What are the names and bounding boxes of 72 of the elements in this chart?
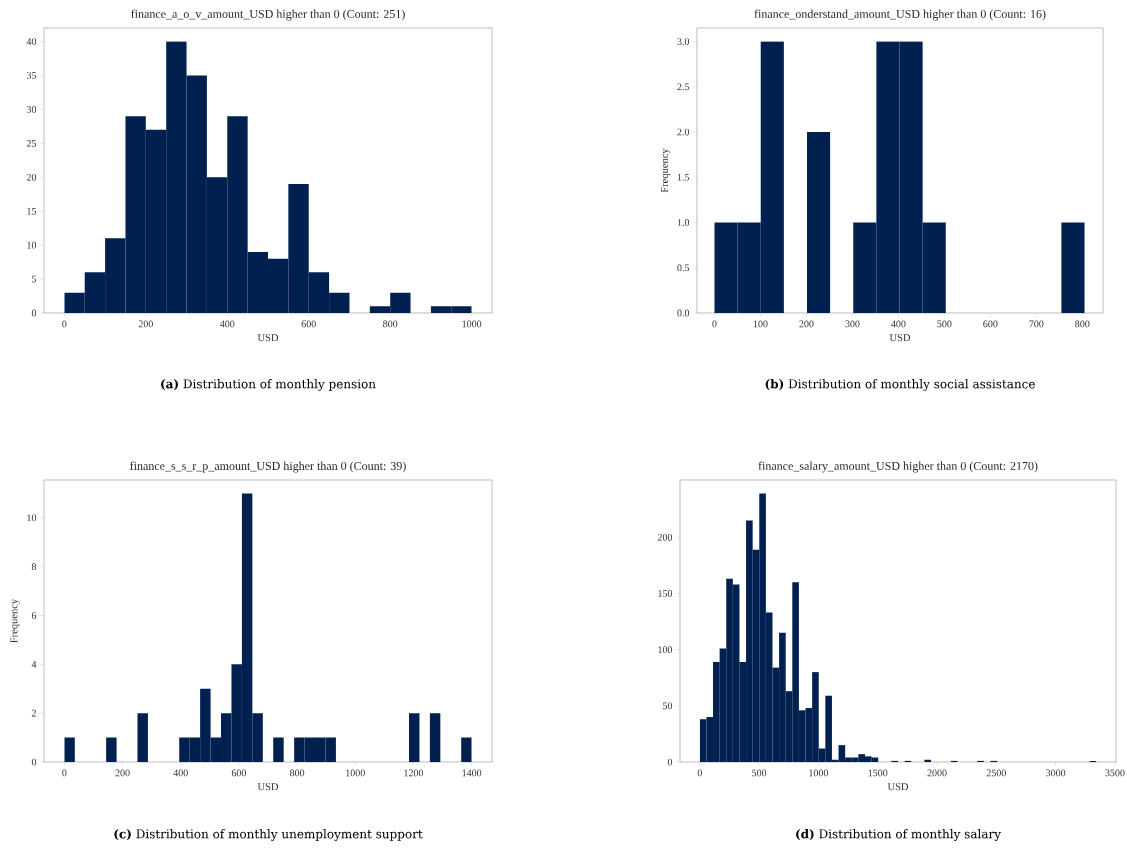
x-tick-label: 3500 (1105, 769, 1125, 777)
y-tick-label: 4 (31, 661, 37, 668)
chart-title: finance_onderstand_amount_USD higher than 0 (Count: 16) (754, 9, 1046, 21)
y-tick-label: 2.0 (677, 128, 690, 136)
y-tick-label: 35 (26, 72, 37, 79)
x-tick-label: 200 (138, 320, 153, 328)
x-tick-label: 1000 (462, 320, 482, 328)
x-tick-label: 800 (383, 320, 398, 328)
y-tick-label: 2.5 (677, 83, 690, 91)
x-tick-label: 0 (712, 320, 717, 328)
x-axis-title: USD (889, 334, 911, 342)
y-tick-label: 10 (27, 241, 37, 249)
y-tick-label: 8 (31, 563, 37, 571)
x-tick-label: 200 (115, 769, 130, 777)
y-tick-label: 5 (32, 275, 37, 283)
text: (b) Distribution of monthly social assistance (765, 379, 1035, 391)
y-tick-label: 40 (26, 38, 37, 45)
y-tick-label: 0 (31, 309, 37, 317)
y-tick-label: 150 (658, 590, 673, 597)
x-tick-label: 800 (289, 769, 305, 777)
x-tick-label: 800 (1075, 320, 1090, 328)
y-tick-label: 1.5 (677, 173, 690, 181)
x-tick-label: 600 (983, 320, 998, 328)
y-tick-label: 1.0 (677, 219, 690, 226)
x-tick-label: 1000 (809, 769, 829, 777)
y-tick-label: 200 (657, 533, 673, 541)
y-tick-label: 15 (27, 207, 37, 215)
x-tick-label: 600 (231, 769, 247, 777)
text: (d) Distribution of monthly salary (796, 829, 1001, 841)
x-tick-label: 500 (752, 769, 767, 777)
x-tick-label: 2500 (986, 769, 1006, 777)
x-tick-label: 400 (173, 769, 188, 777)
y-tick-label: 10 (27, 514, 37, 522)
text: (c) Distribution of monthly unemployment support (114, 829, 423, 841)
y-tick-label: 100 (658, 646, 673, 654)
x-tick-label: 300 (845, 320, 860, 328)
x-axis-title: USD (887, 783, 909, 791)
y-tick-label: 0.0 (677, 309, 690, 317)
chart-title: finance_a_o_v_amount_USD higher than 0 (Count: 251) (131, 9, 405, 21)
y-tick-label: 0 (31, 758, 37, 766)
x-tick-label: 400 (891, 320, 906, 328)
y-tick-label: 6 (31, 612, 37, 619)
x-axis-title: USD (257, 334, 279, 342)
y-tick-label: 25 (26, 140, 37, 147)
x-tick-label: 100 (753, 320, 768, 328)
x-tick-label: 500 (937, 320, 952, 328)
y-tick-label: 3.0 (677, 38, 690, 45)
x-tick-label: 400 (219, 320, 235, 328)
y-axis-title: Frequency (660, 148, 671, 193)
x-tick-label: 0 (62, 769, 67, 777)
x-tick-label: 1500 (868, 769, 888, 777)
y-axis-title: Frequency (10, 598, 20, 643)
x-tick-label: 600 (301, 320, 316, 328)
chart-title: finance_s_s_r_p_amount_USD higher than 0 (Count: 39) (130, 461, 406, 473)
x-tick-label: 0 (697, 769, 702, 777)
text: (a) Distribution of monthly pension (161, 379, 376, 391)
x-axis-title: USD (257, 783, 279, 791)
x-tick-label: 0 (62, 320, 67, 328)
x-tick-label: 700 (1029, 320, 1044, 328)
x-tick-label: 1200 (404, 769, 424, 777)
x-tick-label: 200 (799, 320, 814, 328)
x-tick-label: 1400 (462, 769, 482, 777)
chart-title: finance_salary_amount_USD higher than 0 (Count: 2170) (758, 461, 1038, 473)
x-tick-label: 2000 (927, 769, 947, 777)
y-tick-label: 0 (667, 758, 673, 766)
x-tick-label: 1000 (346, 769, 365, 777)
y-tick-label: 0.5 (677, 264, 690, 272)
y-tick-label: 2 (31, 709, 36, 717)
y-tick-label: 50 (663, 702, 673, 710)
x-tick-label: 3000 (1046, 769, 1066, 777)
y-tick-label: 20 (26, 173, 37, 181)
y-tick-label: 30 (26, 106, 37, 113)
